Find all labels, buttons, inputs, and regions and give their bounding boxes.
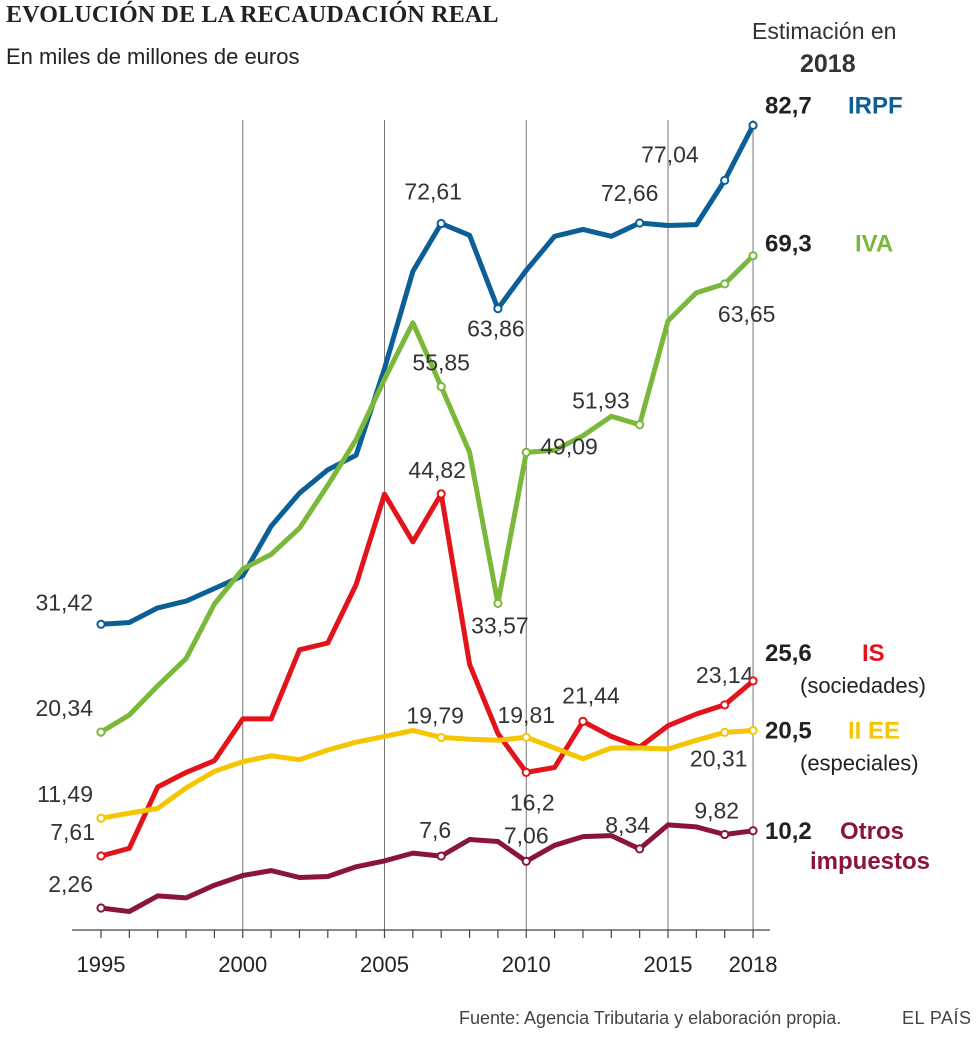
estimate-year: 2018 bbox=[800, 50, 856, 78]
data-label-iiee-2018: 20,5 bbox=[765, 718, 812, 745]
data-label-irpf-2014: 72,66 bbox=[601, 180, 659, 206]
data-label-iva-2007: 55,85 bbox=[412, 350, 470, 376]
data-label-is-2010: 16,2 bbox=[510, 789, 555, 815]
data-label-iva-2009: 33,57 bbox=[471, 612, 529, 638]
marker-iva-2017 bbox=[720, 279, 730, 289]
data-label-iiee-2017: 20,31 bbox=[690, 745, 748, 771]
data-label-iiee-1995: 11,49 bbox=[37, 781, 93, 807]
data-label-irpf-2007: 72,61 bbox=[404, 179, 462, 205]
marker-is-1995 bbox=[96, 851, 106, 861]
data-label-irpf-2009: 63,86 bbox=[467, 316, 525, 342]
data-label-otros-1995: 2,26 bbox=[48, 871, 93, 897]
series-name-iva: IVA bbox=[855, 231, 893, 258]
x-tick-label-1995: 1995 bbox=[77, 952, 126, 977]
series-line-is bbox=[98, 491, 756, 859]
brand-logo: EL PAÍS bbox=[902, 1008, 972, 1028]
chart-title: EVOLUCIÓN DE LA RECAUDACIÓN REAL bbox=[6, 2, 499, 28]
series-name2-otros: impuestos bbox=[810, 848, 930, 875]
data-label-iva-2017: 63,65 bbox=[718, 301, 776, 327]
marker-iva-1995 bbox=[96, 727, 106, 737]
estimate-note: Estimación en bbox=[752, 18, 897, 44]
data-label-iva-2010: 49,09 bbox=[540, 433, 598, 459]
series-line-iiee bbox=[98, 728, 756, 821]
marker-iva-2010 bbox=[521, 447, 531, 457]
marker-irpf-2018 bbox=[748, 120, 758, 130]
data-label-iva-2014: 51,93 bbox=[572, 388, 630, 414]
x-tick-label-2010: 2010 bbox=[502, 952, 551, 977]
data-label-iva-2018: 69,3 bbox=[765, 231, 812, 258]
marker-otros-2010 bbox=[521, 856, 531, 866]
x-tick-label-2018: 2018 bbox=[729, 952, 778, 977]
data-label-irpf-1995: 31,42 bbox=[35, 589, 93, 615]
data-label-otros-2017: 9,82 bbox=[694, 797, 739, 823]
marker-iiee-2010 bbox=[521, 732, 531, 742]
series-name-otros: Otros bbox=[840, 818, 904, 845]
marker-is-2012 bbox=[578, 716, 588, 726]
marker-irpf-2009 bbox=[493, 304, 503, 314]
data-label-is-2007: 44,82 bbox=[408, 457, 466, 483]
marker-iva-2014 bbox=[635, 420, 645, 430]
data-label-iva-1995: 20,34 bbox=[35, 695, 93, 721]
data-label-otros-2010: 7,06 bbox=[504, 822, 549, 848]
marker-is-2017 bbox=[720, 700, 730, 710]
data-label-irpf-2017: 77,04 bbox=[641, 141, 699, 167]
series-sub-iiee: (especiales) bbox=[800, 751, 919, 776]
marker-otros-2014 bbox=[635, 844, 645, 854]
data-label-irpf-2018: 82,7 bbox=[765, 92, 812, 119]
x-tick-label-2005: 2005 bbox=[360, 952, 409, 977]
series-name-iiee: II EE bbox=[848, 718, 900, 745]
marker-irpf-2014 bbox=[635, 218, 645, 228]
marker-iiee-2017 bbox=[720, 727, 730, 737]
data-label-otros-2014: 8,34 bbox=[605, 812, 650, 838]
marker-iva-2007 bbox=[436, 381, 446, 392]
marker-iiee-1995 bbox=[96, 813, 106, 823]
marker-iiee-2007 bbox=[436, 732, 446, 743]
marker-iva-2009 bbox=[493, 598, 503, 608]
data-label-is-2012: 21,44 bbox=[562, 682, 620, 708]
marker-irpf-2017 bbox=[720, 175, 730, 186]
data-label-is-2018: 25,6 bbox=[765, 640, 812, 667]
marker-is-2007 bbox=[436, 489, 446, 499]
data-label-otros-2007: 7,6 bbox=[419, 817, 451, 843]
marker-is-2010 bbox=[521, 767, 531, 777]
marker-otros-2007 bbox=[436, 851, 446, 861]
marker-otros-2018 bbox=[748, 826, 758, 836]
marker-iva-2018 bbox=[748, 251, 758, 261]
series-sub-is: (sociedades) bbox=[800, 673, 926, 698]
series-name-is: IS bbox=[862, 640, 885, 667]
marker-irpf-1995 bbox=[96, 619, 106, 629]
data-label-iiee-2010: 19,81 bbox=[497, 702, 555, 728]
data-label-is-1995: 7,61 bbox=[50, 819, 95, 845]
source-note: Fuente: Agencia Tributaria y elaboración… bbox=[459, 1008, 842, 1028]
chart-subtitle: En miles de millones de euros bbox=[6, 44, 300, 69]
series-line-iva bbox=[98, 253, 756, 735]
x-tick-label-2015: 2015 bbox=[644, 952, 693, 977]
data-label-otros-2018: 10,2 bbox=[765, 818, 812, 845]
series-line-irpf bbox=[98, 122, 756, 627]
marker-otros-1995 bbox=[96, 903, 106, 913]
series-line-otros bbox=[98, 822, 756, 914]
data-label-iiee-2007: 19,79 bbox=[406, 702, 464, 728]
marker-irpf-2007 bbox=[436, 218, 446, 229]
data-label-is-2017: 23,14 bbox=[696, 662, 754, 688]
series-name-irpf: IRPF bbox=[848, 92, 903, 119]
marker-iiee-2018 bbox=[748, 725, 758, 736]
x-tick-label-2000: 2000 bbox=[218, 952, 267, 977]
marker-otros-2017 bbox=[720, 829, 730, 840]
marker-is-2018 bbox=[748, 676, 758, 686]
